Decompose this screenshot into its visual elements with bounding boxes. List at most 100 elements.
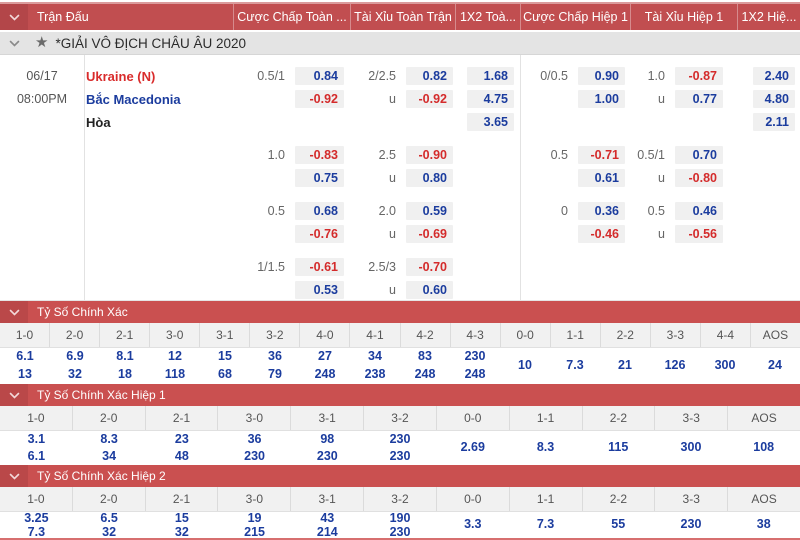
ft-handicap-odds[interactable]: 0.84 [292,67,347,85]
score-odds-value[interactable]: 7.3 [566,358,584,373]
h1-handicap-odds-value[interactable]: 0.36 [578,202,625,220]
score-odds-cell[interactable]: 8.3 [509,431,582,465]
score-odds-value[interactable]: 36 [268,349,282,364]
score-odds-value[interactable]: 8.1 [116,349,134,364]
score-odds-value[interactable]: 12 [168,349,182,364]
score-odds-cell[interactable]: 38 [727,512,800,538]
score-odds-value[interactable]: 248 [414,367,436,382]
score-odds-cell[interactable]: 15 32 [145,511,218,539]
score-odds-cell[interactable]: 8.3 34 [73,431,146,465]
score-odds-value[interactable]: 118 [164,367,186,382]
ft-1x2-odds[interactable]: 1.68 [464,67,517,85]
score-odds-value[interactable]: 48 [174,448,189,463]
h1-1x2-odds-value[interactable]: 2.11 [753,113,795,131]
h1-ou-odds[interactable]: 0.77 [672,90,726,108]
score-odds-cell[interactable]: 3.1 6.1 [0,431,73,465]
score-odds-cell[interactable]: 2.69 [436,431,509,465]
score-odds-value[interactable]: 36 [247,431,262,446]
score-odds-value[interactable]: 6.5 [100,511,118,525]
ft-ou-odds-value[interactable]: -0.69 [406,225,453,243]
h1-1x2-odds[interactable]: 2.11 [750,113,798,131]
score-odds-cell[interactable]: 8.1 18 [100,348,150,384]
score-odds-value[interactable]: 126 [664,358,686,373]
score-odds-value[interactable]: 15 [218,349,232,364]
ft-ou-odds-value[interactable]: 0.80 [406,169,453,187]
score-odds-cell[interactable]: 108 [727,431,800,465]
ft-handicap-odds[interactable]: -0.61 [292,258,347,276]
ft-handicap-odds-value[interactable]: -0.92 [295,90,344,108]
score-odds-value[interactable]: 230 [244,448,265,463]
score-odds-cell[interactable]: 36 230 [218,431,291,465]
score-odds-value[interactable]: 34 [102,448,117,463]
h1-ou-odds-value[interactable]: 0.46 [675,202,723,220]
h1-ou-odds-value[interactable]: -0.56 [675,225,723,243]
score-odds-value[interactable]: 248 [314,367,336,382]
score-odds-cell[interactable]: 98 230 [291,431,364,465]
ft-ou-odds[interactable]: 0.59 [403,202,456,220]
score-odds-value[interactable]: 3.3 [464,517,482,532]
score-odds-value[interactable]: 79 [268,367,282,382]
score-odds-value[interactable]: 15 [174,511,189,525]
score-odds-cell[interactable]: 115 [582,431,655,465]
score-odds-cell[interactable]: 300 [700,348,750,384]
score-odds-value[interactable]: 230 [680,517,702,532]
score-odds-cell[interactable]: 7.3 [550,348,600,384]
h1-1x2-odds-value[interactable]: 2.40 [753,67,795,85]
score-odds-value[interactable]: 3.25 [24,511,49,525]
h1-handicap-odds-value[interactable]: 0.90 [578,67,625,85]
score-odds-cell[interactable]: 10 [500,348,550,384]
h1-handicap-odds[interactable]: 1.00 [575,90,628,108]
h1-ou-odds[interactable]: -0.56 [672,225,726,243]
score-odds-cell[interactable]: 43 214 [291,511,364,538]
score-odds-value[interactable]: 108 [753,440,775,455]
score-odds-value[interactable]: 55 [611,517,626,532]
h1-handicap-odds[interactable]: 0.36 [575,202,628,220]
h1-ou-odds-value[interactable]: 0.70 [675,146,723,164]
ft-handicap-odds[interactable]: -0.83 [292,146,347,164]
score-odds-value[interactable]: 230 [389,524,411,539]
score-odds-value[interactable]: 10 [518,358,532,373]
h1-1x2-odds-value[interactable]: 4.80 [753,90,795,108]
h1-ou-odds-value[interactable]: -0.80 [675,169,723,187]
ft-ou-odds[interactable]: -0.92 [403,90,456,108]
score-odds-value[interactable]: 32 [68,367,82,382]
chevron-down-icon[interactable] [0,4,28,30]
score-odds-cell[interactable]: 230 230 [364,431,437,465]
score-odds-value[interactable]: 32 [174,524,189,539]
score-odds-cell[interactable]: 27 248 [300,348,350,384]
score-odds-value[interactable]: 3.1 [27,431,46,446]
ft-ou-odds[interactable]: 0.80 [403,169,456,187]
ft-ou-odds-value[interactable]: -0.90 [406,146,453,164]
score-odds-value[interactable]: 115 [608,440,629,455]
score-odds-value[interactable]: 300 [714,358,736,373]
score-odds-value[interactable]: 7.3 [27,524,46,539]
h1-handicap-odds[interactable]: 0.61 [575,169,628,187]
score-odds-value[interactable]: 7.3 [536,517,555,532]
score-odds-value[interactable]: 6.1 [16,349,34,364]
score-odds-value[interactable]: 6.1 [27,448,46,463]
score-odds-value[interactable]: 38 [756,517,771,532]
ft-ou-odds[interactable]: 0.60 [403,281,456,299]
score-odds-value[interactable]: 6.9 [66,349,84,364]
ft-handicap-odds[interactable]: 0.75 [292,169,347,187]
score-odds-cell[interactable]: 230 248 [450,348,500,384]
ft-handicap-odds[interactable]: 0.68 [292,202,347,220]
score-odds-cell[interactable]: 230 [655,512,728,538]
ft-1x2-odds[interactable]: 4.75 [464,90,517,108]
ft-ou-odds[interactable]: -0.90 [403,146,456,164]
ft-handicap-odds[interactable]: 0.53 [292,281,347,299]
score-odds-value[interactable]: 23 [174,431,189,446]
ft-ou-odds-value[interactable]: -0.92 [406,90,453,108]
score-odds-value[interactable]: 230 [389,448,411,463]
ft-ou-odds-value[interactable]: -0.70 [406,258,453,276]
ft-1x2-odds-value[interactable]: 1.68 [467,67,514,85]
score-odds-value[interactable]: 230 [464,349,486,364]
score-odds-cell[interactable]: 126 [650,348,700,384]
score-odds-value[interactable]: 83 [418,349,432,364]
h1-ou-odds-value[interactable]: 0.77 [675,90,723,108]
score-odds-value[interactable]: 34 [368,349,382,364]
ft-1x2-odds-value[interactable]: 3.65 [467,113,514,131]
score-odds-cell[interactable]: 6.9 32 [50,348,100,384]
score-odds-value[interactable]: 43 [320,511,335,525]
score-odds-value[interactable]: 238 [364,367,386,382]
